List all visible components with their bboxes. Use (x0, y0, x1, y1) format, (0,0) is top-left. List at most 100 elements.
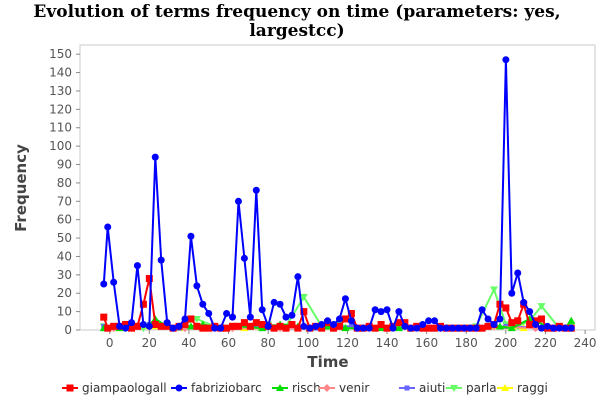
data-point-fabriziobarc (163, 319, 171, 327)
data-point-fabriziobarc (300, 322, 308, 330)
legend-label: aiuti (419, 381, 445, 395)
data-point-giampaologall (508, 319, 516, 327)
data-point-fabriziobarc (526, 308, 534, 316)
data-point-fabriziobarc (549, 324, 557, 332)
data-point-fabriziobarc (401, 322, 409, 330)
data-point-fabriziobarc (234, 197, 242, 205)
data-point-fabriziobarc (246, 313, 254, 321)
data-point-giampaologall (139, 300, 147, 308)
data-point-fabriziobarc (347, 317, 355, 325)
x-tick-label: 180 (455, 336, 478, 350)
data-point-fabriziobarc (223, 309, 231, 317)
y-tick-label: 40 (57, 249, 72, 263)
data-point-fabriziobarc (318, 320, 326, 328)
data-point-fabriziobarc (532, 320, 540, 328)
data-point-fabriziobarc (365, 324, 373, 332)
data-point-giampaologall (431, 324, 439, 332)
data-point-fabriziobarc (383, 306, 391, 314)
data-point-giampaologall (181, 320, 189, 328)
data-point-giampaologall (383, 324, 391, 332)
y-tick-label: 140 (49, 66, 72, 80)
data-point-giampaologall (347, 309, 355, 317)
data-point-fabriziobarc (413, 324, 421, 332)
data-point-giampaologall (258, 320, 266, 328)
data-point-fabriziobarc (437, 324, 444, 332)
series-layer (99, 56, 576, 333)
data-point-parla (537, 303, 546, 311)
data-point-fabriziobarc (555, 324, 563, 332)
data-point-giampaologall (104, 324, 112, 332)
data-point-giampaologall (100, 313, 108, 321)
data-point-fabriziobarc (205, 309, 213, 317)
data-point-fabriziobarc (359, 324, 367, 332)
data-point-giampaologall (294, 324, 302, 332)
y-tick-label: 70 (57, 194, 72, 208)
data-point-fabriziobarc (460, 324, 468, 332)
y-axis-label: Frequency (12, 144, 30, 232)
x-tick-label: 240 (574, 336, 597, 350)
data-point-giampaologall (187, 315, 195, 323)
data-point-giampaologall (234, 322, 242, 330)
data-point-fabriziobarc (442, 324, 450, 332)
data-point-giampaologall (538, 315, 546, 323)
data-point-giampaologall (246, 322, 254, 330)
data-point-giampaologall (276, 322, 284, 330)
data-point-fabriziobarc (100, 280, 108, 288)
legend-label: fabriziobarc (191, 381, 262, 395)
chart-title-line2: largestcc) (249, 21, 344, 41)
legend-label: parla (466, 381, 497, 395)
data-point-giampaologall (163, 322, 171, 330)
data-point-giampaologall (128, 324, 135, 332)
legend-marker (450, 385, 458, 392)
y-tick-label: 100 (49, 139, 72, 153)
y-tick-label: 80 (57, 176, 72, 190)
data-point-fabriziobarc (181, 315, 189, 323)
data-point-fabriziobarc (502, 56, 510, 64)
y-tick-label: 30 (57, 268, 72, 282)
data-point-fabriziobarc (330, 320, 338, 328)
data-point-giampaologall (335, 322, 343, 330)
data-point-giampaologall (288, 320, 296, 328)
data-point-fabriziobarc (282, 313, 290, 321)
data-point-fabriziobarc (151, 153, 159, 161)
y-tick-label: 150 (49, 47, 72, 61)
data-point-giampaologall (157, 322, 165, 330)
legend-marker (175, 384, 183, 392)
legend-label: raggi (517, 381, 548, 395)
y-tick-label: 20 (57, 286, 72, 300)
data-point-aiuti (253, 323, 259, 329)
legend-item-risch: risch (272, 381, 321, 395)
legend: giampaologall fabriziobarc risch venir aiuti… (62, 381, 548, 395)
data-point-giampaologall (300, 308, 308, 316)
data-point-risch (507, 324, 516, 332)
data-point-fabriziobarc (229, 313, 237, 321)
data-point-risch (567, 316, 576, 324)
y-tick-label: 110 (49, 121, 72, 135)
data-point-fabriziobarc (341, 295, 349, 303)
data-point-fabriziobarc (353, 324, 361, 332)
x-tick-label: 140 (376, 336, 399, 350)
data-point-fabriziobarc (169, 324, 177, 332)
data-point-giampaologall (270, 324, 278, 332)
legend-label: venir (339, 381, 369, 395)
x-tick-label: 200 (494, 336, 517, 350)
data-point-fabriziobarc (122, 324, 130, 332)
data-point-giampaologall (252, 319, 260, 327)
y-tick-label: 90 (57, 158, 72, 172)
legend-marker (323, 384, 331, 392)
data-point-fabriziobarc (484, 315, 492, 323)
data-point-fabriziobarc (567, 324, 575, 332)
series-fabriziobarc (100, 56, 575, 332)
legend-label: risch (292, 381, 321, 395)
data-point-giampaologall (282, 324, 290, 332)
data-point-fabriziobarc (145, 322, 153, 330)
data-point-fabriziobarc (258, 306, 266, 314)
data-point-giampaologall (377, 320, 385, 328)
data-point-giampaologall (240, 319, 248, 327)
x-tick-label: 20 (142, 336, 157, 350)
data-point-giampaologall (532, 317, 540, 325)
data-point-fabriziobarc (217, 324, 225, 332)
legend-marker (501, 384, 509, 391)
data-point-giampaologall (318, 324, 326, 332)
x-tick-label: 120 (336, 336, 359, 350)
